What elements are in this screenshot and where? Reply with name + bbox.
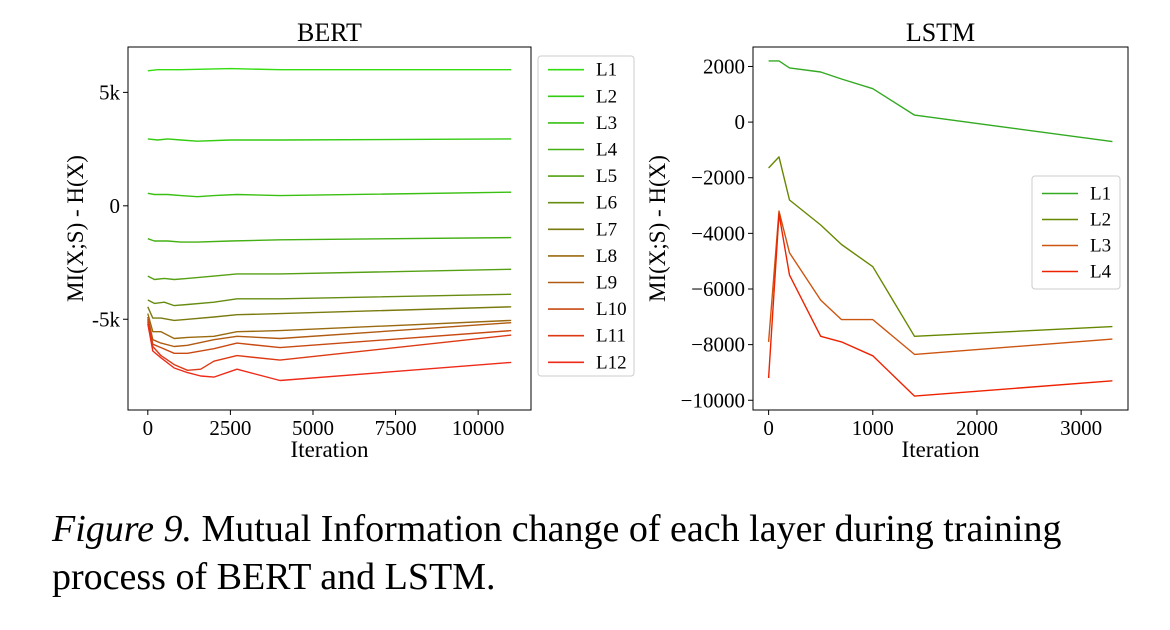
y-tick-label: -5k [92,307,120,331]
series-line-l3 [767,210,1113,356]
y-axis-label: MI(X;S) - H(X) [645,155,670,302]
series-line-l9 [147,316,512,348]
caption-text: Mutual Information change of each layer … [52,508,1062,598]
y-axis-label: MI(X;S) - H(X) [63,155,88,302]
legend-label-l3: L3 [596,113,617,134]
legend-label-l1: L1 [596,60,617,81]
chart-title: BERT [297,18,362,47]
legend-label-l2: L2 [1090,210,1111,231]
y-tick-label: −10000 [681,388,745,412]
figure-caption: Figure 9. Mutual Information change of e… [52,505,1152,601]
plot-frame [127,46,532,411]
x-tick-label: 1000 [852,416,894,440]
y-tick-label: −4000 [691,221,745,245]
series-line-l12 [147,323,512,382]
series-line-l8 [147,313,512,340]
y-tick-label: 0 [735,110,746,134]
series-line-l4 [767,213,1113,397]
legend-label-l8: L8 [596,246,617,267]
y-tick-label: −2000 [691,166,745,190]
series-line-l10 [147,319,512,354]
series-line-l3 [147,191,512,198]
legend-label-l3: L3 [1090,236,1111,257]
legend-label-l12: L12 [596,352,627,373]
legend-label-l5: L5 [596,166,617,187]
chart-title: LSTM [906,18,975,47]
legend-label-l1: L1 [1090,184,1111,205]
chart-bert: BERT 0 2500 5000 7500 10000 5k 0 -5k Iteration MI(… [63,18,635,462]
legend: L1 L2 L3 L4 [1031,175,1121,290]
legend-label-l4: L4 [1090,262,1112,283]
chart-lstm: LSTM 0 1000 2000 3000 2000 0 −2000 −4000 −6000 −80… [645,18,1129,462]
series-line-l6 [147,293,512,307]
legend-label-l11: L11 [596,326,626,347]
y-tick-label: 5k [99,80,121,104]
y-tick-label: 0 [110,194,121,218]
series-line-l1 [768,60,1113,143]
x-tick-label: 2500 [209,416,251,440]
legend: L1 L2 L3 L4 L5 L6 L7 L8 L9 L10 L11 L12 [537,55,635,377]
legend-label-l10: L10 [596,299,627,320]
series-line-l7 [147,306,512,322]
caption-label: Figure 9. [52,508,193,550]
legend-label-l9: L9 [596,273,617,294]
series-line-l4 [147,236,512,243]
x-tick-label: 5000 [292,416,334,440]
x-tick-label: 3000 [1060,416,1102,440]
legend-label-l2: L2 [596,86,617,107]
x-tick-label: 2000 [956,416,998,440]
x-axis-label: Iteration [291,437,369,462]
x-tick-label: 0 [763,416,774,440]
series-line-l2 [147,138,512,142]
x-axis-label: Iteration [902,437,980,462]
x-tick-label: 10000 [452,416,505,440]
legend-box [1031,175,1121,290]
series-line-l1 [147,67,512,72]
legend-label-l7: L7 [596,219,617,240]
series-line-l2 [768,156,1113,337]
y-tick-label: 2000 [703,54,745,78]
y-tick-label: −6000 [691,277,745,301]
legend-label-l6: L6 [596,193,617,214]
legend-label-l4: L4 [596,140,618,161]
plot-frame [752,46,1129,411]
series-line-l11 [147,321,512,371]
legend-box [537,55,635,377]
x-tick-label: 7500 [375,416,417,440]
x-tick-label: 0 [143,416,154,440]
y-tick-label: −8000 [691,333,745,357]
series-line-l5 [147,268,512,281]
